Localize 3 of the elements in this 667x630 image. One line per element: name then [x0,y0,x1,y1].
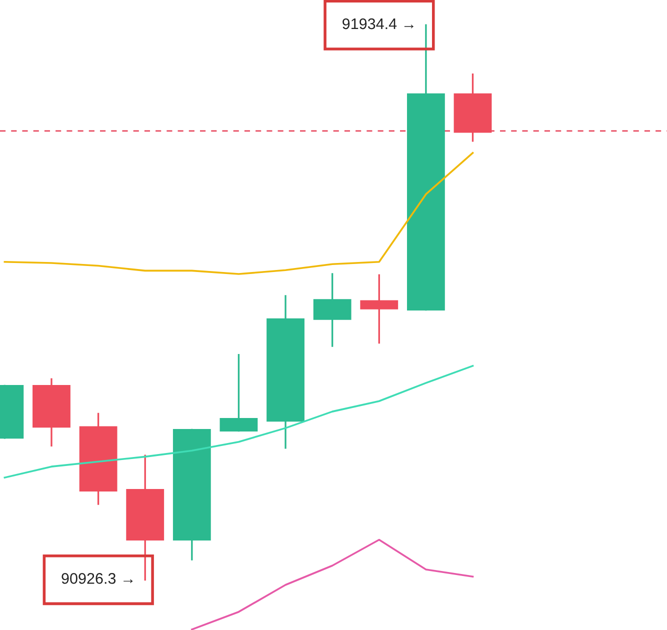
candlestick [360,274,398,344]
annotation: 91934.4 → [342,18,414,30]
annotation: 90926.3 → [62,573,133,584]
